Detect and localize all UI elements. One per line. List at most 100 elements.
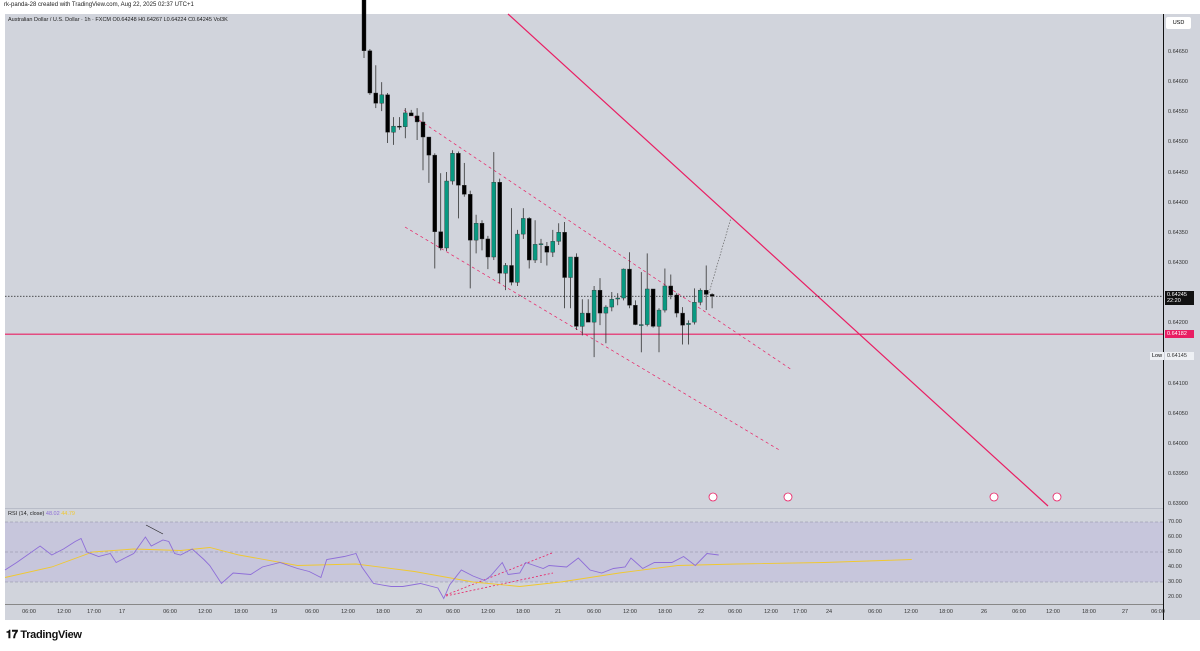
candle-body	[521, 218, 526, 235]
candle-body	[391, 125, 396, 133]
candle-body	[562, 232, 567, 278]
candle-body	[432, 154, 437, 232]
time-tick-label: 12:00	[198, 609, 212, 615]
time-tick-label: 06:00	[728, 609, 742, 615]
candle-body	[597, 289, 603, 314]
time-tick-label: 17	[118, 609, 126, 615]
candle-body	[674, 294, 679, 314]
candle-body	[485, 238, 491, 258]
rsi-channel-upper	[445, 552, 553, 596]
candle-body	[645, 288, 650, 325]
candle-body	[656, 309, 662, 327]
candle-body	[515, 233, 520, 283]
rsi-value: 48.02	[45, 511, 60, 517]
candle-body	[385, 94, 390, 133]
candle-body	[668, 285, 673, 296]
time-tick-label: 18:00	[658, 609, 672, 615]
candle-body	[615, 297, 620, 300]
currency-button[interactable]: USD	[1166, 17, 1191, 29]
candle-body	[538, 243, 544, 245]
time-tick-label: 12:00	[764, 609, 778, 615]
projection-line	[708, 217, 732, 294]
channel-lower	[404, 226, 782, 452]
trendline	[507, 13, 1049, 507]
time-tick-label: 12:00	[623, 609, 637, 615]
candle-body	[680, 312, 685, 326]
time-tick-label: 18:00	[939, 609, 953, 615]
candle-body	[639, 324, 644, 326]
rsi-tick-label: 20.00	[1168, 594, 1182, 600]
candle-body	[509, 265, 514, 283]
candle-body	[591, 289, 597, 323]
candle-body	[426, 136, 432, 156]
time-tick-label: 06:00	[163, 609, 177, 615]
candle-body	[491, 182, 496, 258]
candle-body	[361, 0, 367, 51]
price-tick-label: 0.63950	[1168, 471, 1188, 478]
price-tick-label: 0.64500	[1168, 139, 1188, 146]
candle-body	[367, 50, 373, 94]
candle-body	[373, 92, 378, 104]
candle-body	[497, 182, 502, 274]
channel-upper	[403, 109, 793, 371]
tradingview-logo: 𝟏𝟕 TradingView	[6, 629, 82, 642]
candle-body	[473, 223, 479, 241]
candle-body	[420, 121, 426, 138]
time-tick-label: 18:00	[1082, 609, 1096, 615]
time-tick-label: 17:00	[793, 609, 807, 615]
candle-body	[409, 112, 414, 117]
candle-body	[403, 112, 408, 127]
time-tick-label: 12:00	[1046, 609, 1060, 615]
candle-body	[574, 256, 579, 327]
candle-body	[503, 265, 508, 274]
candle-body	[479, 223, 485, 240]
hline-price-tag: 0.64182	[1165, 330, 1194, 338]
price-axis[interactable]	[1163, 14, 1200, 620]
candle-body	[414, 115, 420, 123]
time-tick-label: 12:00	[341, 609, 355, 615]
candle-body	[704, 289, 709, 295]
time-tick-label: 06:00	[305, 609, 319, 615]
price-tick-label: 0.64000	[1168, 440, 1188, 447]
candle-body	[397, 125, 402, 128]
candle-body	[621, 268, 626, 299]
rsi-band	[5, 522, 1163, 582]
pane-separator	[5, 508, 1163, 509]
candle-body	[379, 94, 384, 104]
candle-body	[568, 256, 573, 278]
price-tick-label: 0.64050	[1168, 410, 1188, 417]
rsi-ma-value: 44.79	[61, 511, 75, 517]
candle-body	[438, 231, 443, 249]
price-tick-label: 0.64600	[1168, 79, 1188, 86]
rsi-tick-label: 30.00	[1168, 579, 1182, 585]
candle-body	[556, 232, 561, 242]
price-tick-label: 0.64100	[1168, 380, 1188, 387]
time-tick-label: 24	[825, 609, 833, 615]
time-tick-label: 12:00	[57, 609, 71, 615]
candle-body	[650, 288, 656, 327]
candle-body	[456, 153, 461, 186]
rsi-tick-label: 40.00	[1168, 564, 1182, 570]
time-tick-label: 26	[980, 609, 988, 615]
candle-body	[609, 299, 614, 308]
price-tick-label: 0.63900	[1168, 501, 1188, 508]
rsi-tick-label: 60.00	[1168, 534, 1182, 540]
time-axis-line	[5, 604, 1163, 605]
price-tick-label: 0.64300	[1168, 260, 1188, 267]
rsi-tick-label: 70.00	[1168, 519, 1182, 525]
candle-body	[444, 180, 449, 249]
current-price: 0.64245	[1167, 292, 1187, 298]
time-tick-label: 06:00	[1012, 609, 1026, 615]
candle-body	[462, 185, 467, 195]
candle-body	[603, 306, 609, 314]
candle-body	[527, 218, 532, 261]
time-tick-label: 06:00	[446, 609, 460, 615]
time-tick-label: 18:00	[516, 609, 530, 615]
price-tick-label: 0.64550	[1168, 109, 1188, 116]
candle-body	[709, 294, 715, 297]
earnings-event-icon	[989, 492, 999, 502]
rsi-title: RSI (14, close)	[8, 511, 45, 517]
candle-body	[586, 312, 591, 323]
tv-logo-icon: 𝟏𝟕	[6, 629, 21, 641]
